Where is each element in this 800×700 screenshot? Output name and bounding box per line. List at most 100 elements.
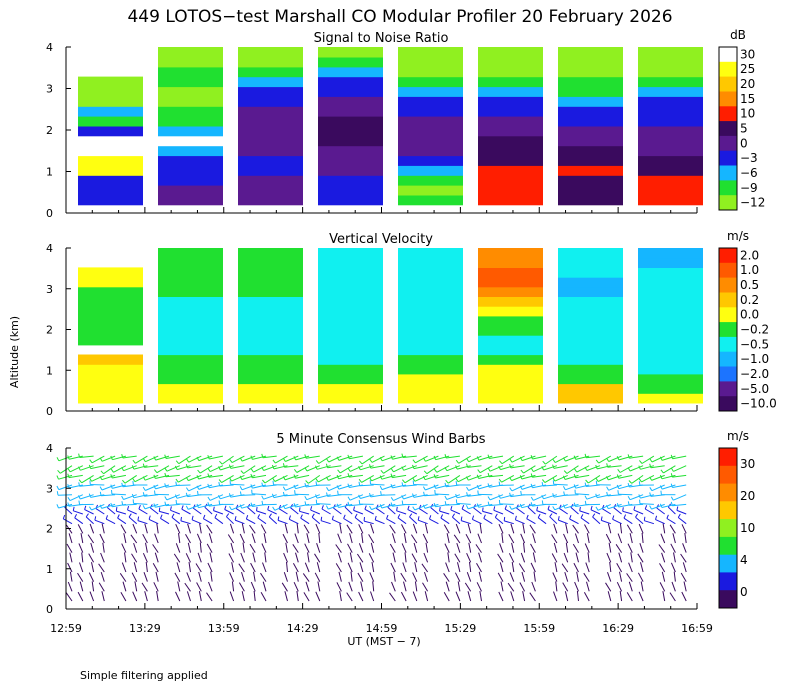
wind-barb [339, 591, 342, 602]
heat-cell [318, 165, 383, 176]
wind-barb-flag [132, 481, 134, 486]
wind-barb [142, 552, 148, 563]
wind-barb-flag [142, 476, 146, 481]
panel-title: 5 Minute Consensus Wind Barbs [276, 432, 485, 447]
wind-barb [305, 455, 320, 459]
wind-barb [418, 508, 428, 515]
heat-cell [78, 175, 143, 186]
wind-barb [337, 533, 342, 544]
wind-barb [251, 533, 256, 544]
wind-barb-flag [422, 486, 426, 491]
heat-cell [398, 267, 463, 278]
wind-barb [413, 542, 418, 553]
wind-barb [551, 534, 558, 544]
wind-barb [209, 494, 224, 501]
heat-cell [478, 66, 543, 78]
wind-barb [360, 465, 374, 471]
wind-barb [454, 572, 461, 582]
wind-barb-flag [627, 501, 630, 506]
wind-barb-flag [78, 482, 81, 487]
wind-barb [113, 465, 127, 473]
wind-barb [122, 455, 137, 459]
wind-barb-flag [509, 487, 513, 492]
wind-barb-flag [617, 490, 619, 495]
wind-barb [608, 542, 612, 553]
heat-cell [478, 364, 543, 375]
heat-cell [78, 76, 143, 88]
wind-barb [68, 474, 83, 479]
wind-barb-flag [396, 506, 398, 511]
x-tick-label: 15:59 [523, 622, 555, 635]
wind-barb [661, 484, 676, 490]
heat-cell [478, 185, 543, 196]
wind-barb-flag [337, 490, 339, 495]
wind-barb [246, 518, 256, 525]
wind-barb-flag [573, 502, 576, 507]
wind-barb [328, 484, 342, 492]
wind-barb [198, 591, 202, 602]
wind-barb [666, 518, 676, 525]
wind-barb [358, 543, 364, 553]
wind-barb-flag [239, 457, 243, 462]
wind-barb-flag [304, 454, 307, 459]
wind-barb [152, 563, 159, 573]
wind-barb [69, 571, 73, 582]
wind-barb [275, 455, 288, 464]
wind-barb [455, 523, 461, 534]
wind-barb [655, 519, 665, 525]
wind-barb [67, 581, 73, 592]
wind-barb [100, 571, 105, 582]
wind-barb-flag [477, 490, 479, 495]
wind-barb [89, 523, 95, 534]
wind-barb [349, 465, 364, 472]
wind-barb [300, 517, 310, 525]
wind-barb-flag [311, 513, 315, 518]
colorbar-swatch [719, 536, 737, 556]
wind-barb [289, 518, 299, 525]
wind-barb [241, 571, 245, 582]
wind-barb [316, 562, 321, 573]
wind-barb-flag [644, 505, 648, 510]
wind-barb-flag [616, 503, 620, 508]
wind-barb-flag [148, 515, 151, 520]
colorbar-swatch [719, 121, 737, 137]
time-block [238, 248, 303, 404]
heat-cell [238, 96, 303, 107]
wind-barb [558, 519, 568, 525]
wind-barb [564, 591, 569, 602]
wind-barb [359, 562, 364, 573]
heat-cell [318, 248, 383, 259]
wind-barb [133, 502, 148, 505]
wind-barb [637, 553, 644, 563]
heat-cell [238, 296, 303, 307]
y-tick-label: 1 [46, 563, 53, 576]
wind-barb-flag [649, 476, 653, 481]
wind-barb [453, 534, 461, 544]
wind-barb [468, 474, 482, 481]
wind-barb [187, 465, 202, 469]
wind-barb-flag [584, 500, 587, 505]
wind-barb [206, 524, 213, 534]
wind-barb-flag [509, 492, 512, 497]
wind-barb [343, 518, 353, 525]
wind-barb [673, 494, 687, 501]
wind-barb [576, 590, 579, 602]
heat-cell [558, 175, 623, 186]
heat-cell [78, 296, 143, 307]
wind-barb-flag [282, 504, 286, 509]
colorbar-swatch [719, 465, 737, 485]
wind-barb [629, 494, 644, 501]
x-tick-label: 16:59 [681, 622, 713, 635]
wind-barb [230, 542, 235, 553]
wind-barb [282, 533, 288, 544]
wind-barb [302, 573, 310, 582]
wind-barb [418, 519, 428, 525]
wind-barb [155, 484, 170, 490]
wind-barb [58, 503, 73, 509]
wind-barb [141, 582, 148, 592]
wind-barb [669, 592, 676, 602]
wind-barb [231, 455, 245, 464]
y-tick-label: 3 [46, 482, 53, 495]
heat-cell [558, 344, 623, 356]
wind-barb [536, 510, 547, 515]
